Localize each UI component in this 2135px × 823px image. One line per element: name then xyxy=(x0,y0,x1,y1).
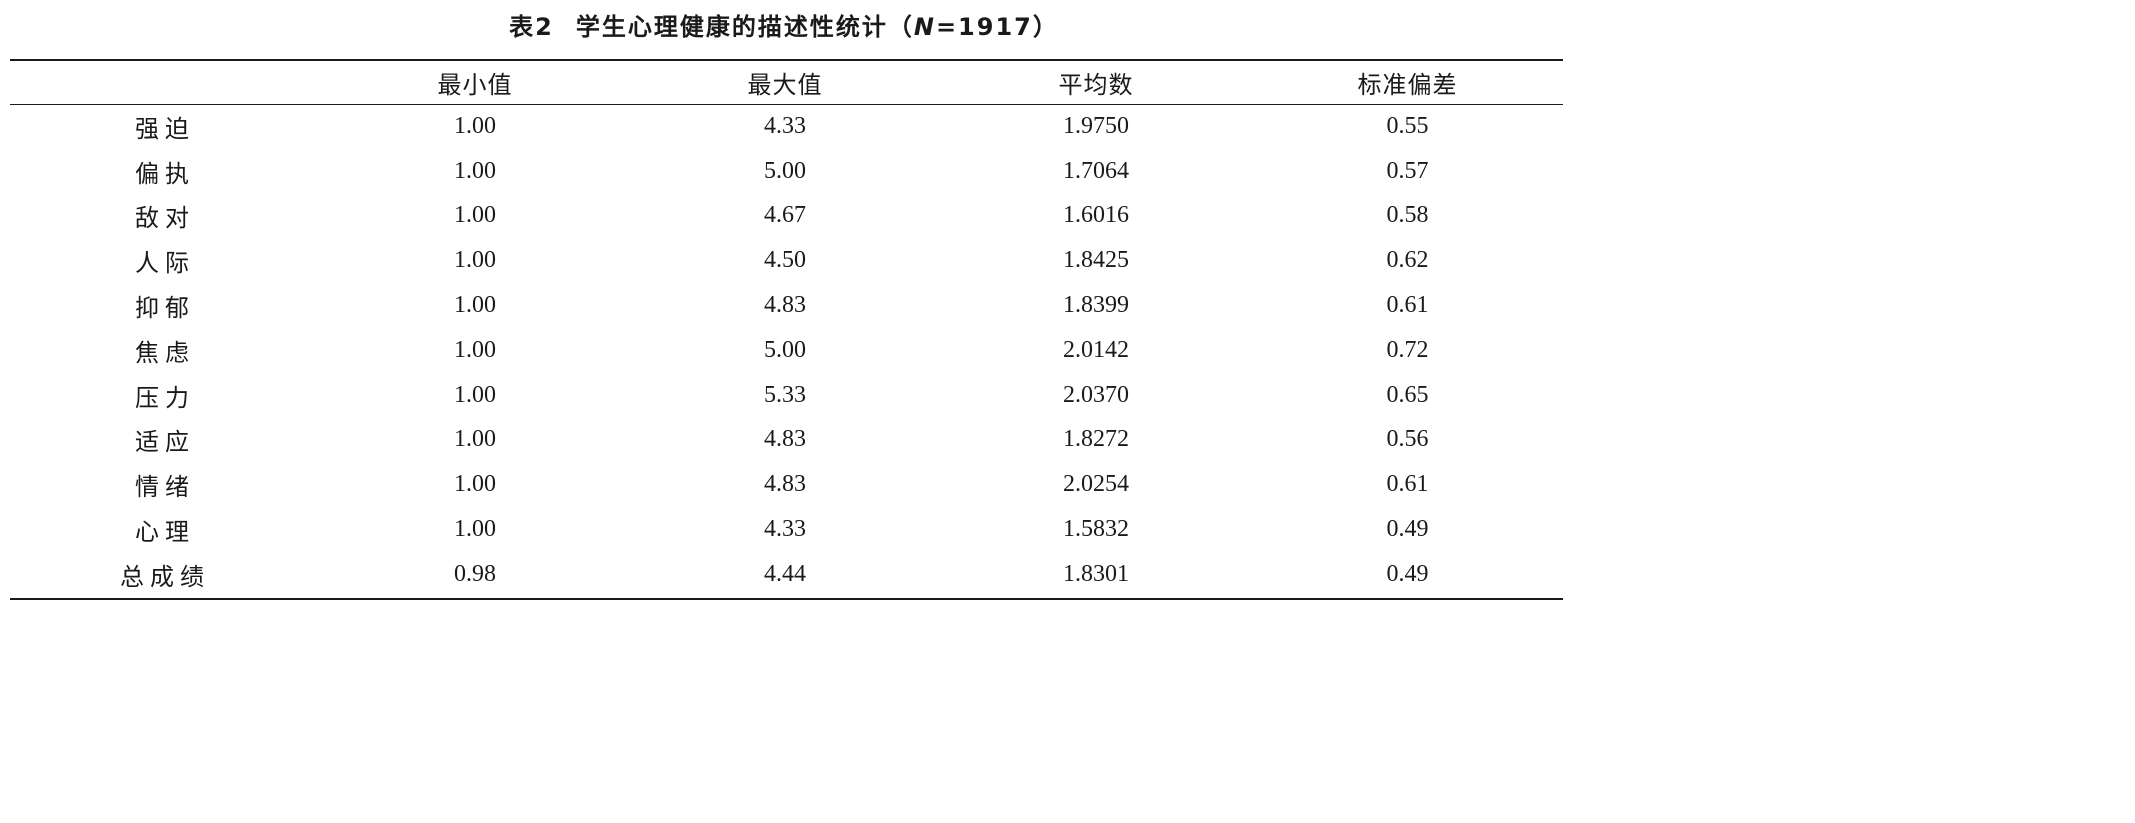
table-row: 偏执 1.00 5.00 1.7064 0.57 xyxy=(10,149,1563,194)
sample-size-symbol: N xyxy=(913,13,936,41)
cell-sd: 0.55 xyxy=(1386,112,1429,139)
cell-sd: 0.49 xyxy=(1386,560,1429,587)
cell-min: 0.98 xyxy=(454,560,496,587)
table-row: 人际 1.00 4.50 1.8425 0.62 xyxy=(10,238,1563,283)
header-sd: 标准偏差 xyxy=(1357,71,1458,99)
row-label: 敌对 xyxy=(135,204,195,233)
cell-mean: 1.9750 xyxy=(1063,112,1129,139)
cell-mean: 1.7064 xyxy=(1063,157,1129,184)
cell-mean: 2.0370 xyxy=(1063,381,1129,408)
table-row: 适应 1.00 4.83 1.8272 0.56 xyxy=(10,418,1563,463)
cell-min: 1.00 xyxy=(454,471,496,498)
table-header: 最小值 最大值 平均数 标准偏差 xyxy=(10,61,1563,104)
top-rule xyxy=(10,59,1563,61)
cell-mean: 1.8301 xyxy=(1063,560,1129,587)
row-label: 偏执 xyxy=(135,159,195,188)
table-caption: 表2 学生心理健康的描述性统计（N=1917） xyxy=(0,10,1568,44)
table-row: 情绪 1.00 4.83 2.0254 0.61 xyxy=(10,462,1563,507)
cell-sd: 0.61 xyxy=(1386,292,1429,319)
header-max: 最大值 xyxy=(747,71,823,99)
table-row: 压力 1.00 5.33 2.0370 0.65 xyxy=(10,373,1563,418)
cell-min: 1.00 xyxy=(454,516,496,543)
cell-max: 4.83 xyxy=(764,471,806,498)
header-rule xyxy=(10,104,1563,105)
header-label-column xyxy=(10,61,320,104)
cell-mean: 1.8272 xyxy=(1063,426,1129,453)
cell-min: 1.00 xyxy=(454,202,496,229)
cell-max: 4.67 xyxy=(764,202,806,229)
row-label: 抑郁 xyxy=(135,294,195,323)
row-label: 焦虑 xyxy=(135,338,195,367)
bottom-rule xyxy=(10,598,1563,600)
row-label: 人际 xyxy=(135,249,195,278)
table-row: 总成绩 0.98 4.44 1.8301 0.49 xyxy=(10,552,1563,597)
cell-min: 1.00 xyxy=(454,247,496,274)
cell-sd: 0.65 xyxy=(1386,381,1429,408)
cell-mean: 1.8425 xyxy=(1063,247,1129,274)
sample-size-value: =1917 xyxy=(935,13,1033,41)
row-label: 心理 xyxy=(135,518,195,547)
cell-sd: 0.62 xyxy=(1386,247,1429,274)
header-min: 最小值 xyxy=(437,71,513,99)
cell-mean: 1.8399 xyxy=(1063,292,1129,319)
cell-max: 4.50 xyxy=(764,247,806,274)
row-label: 适应 xyxy=(135,428,195,457)
table-number: 表2 xyxy=(509,13,554,41)
cell-min: 1.00 xyxy=(454,157,496,184)
cell-sd: 0.57 xyxy=(1386,157,1429,184)
table-row: 心理 1.00 4.33 1.5832 0.49 xyxy=(10,507,1563,552)
cell-sd: 0.58 xyxy=(1386,202,1429,229)
table-body: 强迫 1.00 4.33 1.9750 0.55 偏执 1.00 5.00 1.7064 0.57… xyxy=(10,104,1563,597)
row-label: 情绪 xyxy=(135,473,195,502)
cell-max: 5.00 xyxy=(764,157,806,184)
cell-sd: 0.56 xyxy=(1386,426,1429,453)
cell-max: 5.33 xyxy=(764,381,806,408)
cell-max: 4.83 xyxy=(764,292,806,319)
table-title: 学生心理健康的描述性统计 xyxy=(575,13,888,41)
cell-mean: 2.0142 xyxy=(1063,336,1129,363)
descriptive-statistics-table: 最小值 最大值 平均数 标准偏差 强迫 1.00 4.33 1.9750 0.55 偏执 1… xyxy=(10,61,1563,597)
table-row: 抑郁 1.00 4.83 1.8399 0.61 xyxy=(10,283,1563,328)
table-row: 焦虑 1.00 5.00 2.0142 0.72 xyxy=(10,328,1563,373)
table-row: 敌对 1.00 4.67 1.6016 0.58 xyxy=(10,194,1563,239)
cell-min: 1.00 xyxy=(454,426,496,453)
cell-sd: 0.49 xyxy=(1386,516,1429,543)
cell-sd: 0.72 xyxy=(1386,336,1429,363)
cell-max: 4.44 xyxy=(764,560,806,587)
cell-max: 5.00 xyxy=(764,336,806,363)
cell-sd: 0.61 xyxy=(1386,471,1429,498)
cell-mean: 2.0254 xyxy=(1063,471,1129,498)
cell-mean: 1.5832 xyxy=(1063,516,1129,543)
caption-close-paren: ） xyxy=(1032,13,1059,41)
cell-max: 4.33 xyxy=(764,112,806,139)
cell-min: 1.00 xyxy=(454,112,496,139)
row-label: 压力 xyxy=(135,383,195,412)
row-label: 总成绩 xyxy=(120,562,210,591)
caption-open-paren: （ xyxy=(887,13,914,41)
cell-min: 1.00 xyxy=(454,336,496,363)
table-row: 强迫 1.00 4.33 1.9750 0.55 xyxy=(10,104,1563,149)
cell-min: 1.00 xyxy=(454,292,496,319)
header-row: 最小值 最大值 平均数 标准偏差 xyxy=(10,61,1563,104)
cell-max: 4.33 xyxy=(764,516,806,543)
cell-max: 4.83 xyxy=(764,426,806,453)
row-label: 强迫 xyxy=(135,114,195,143)
cell-min: 1.00 xyxy=(454,381,496,408)
cell-mean: 1.6016 xyxy=(1063,202,1129,229)
header-mean: 平均数 xyxy=(1058,71,1134,99)
